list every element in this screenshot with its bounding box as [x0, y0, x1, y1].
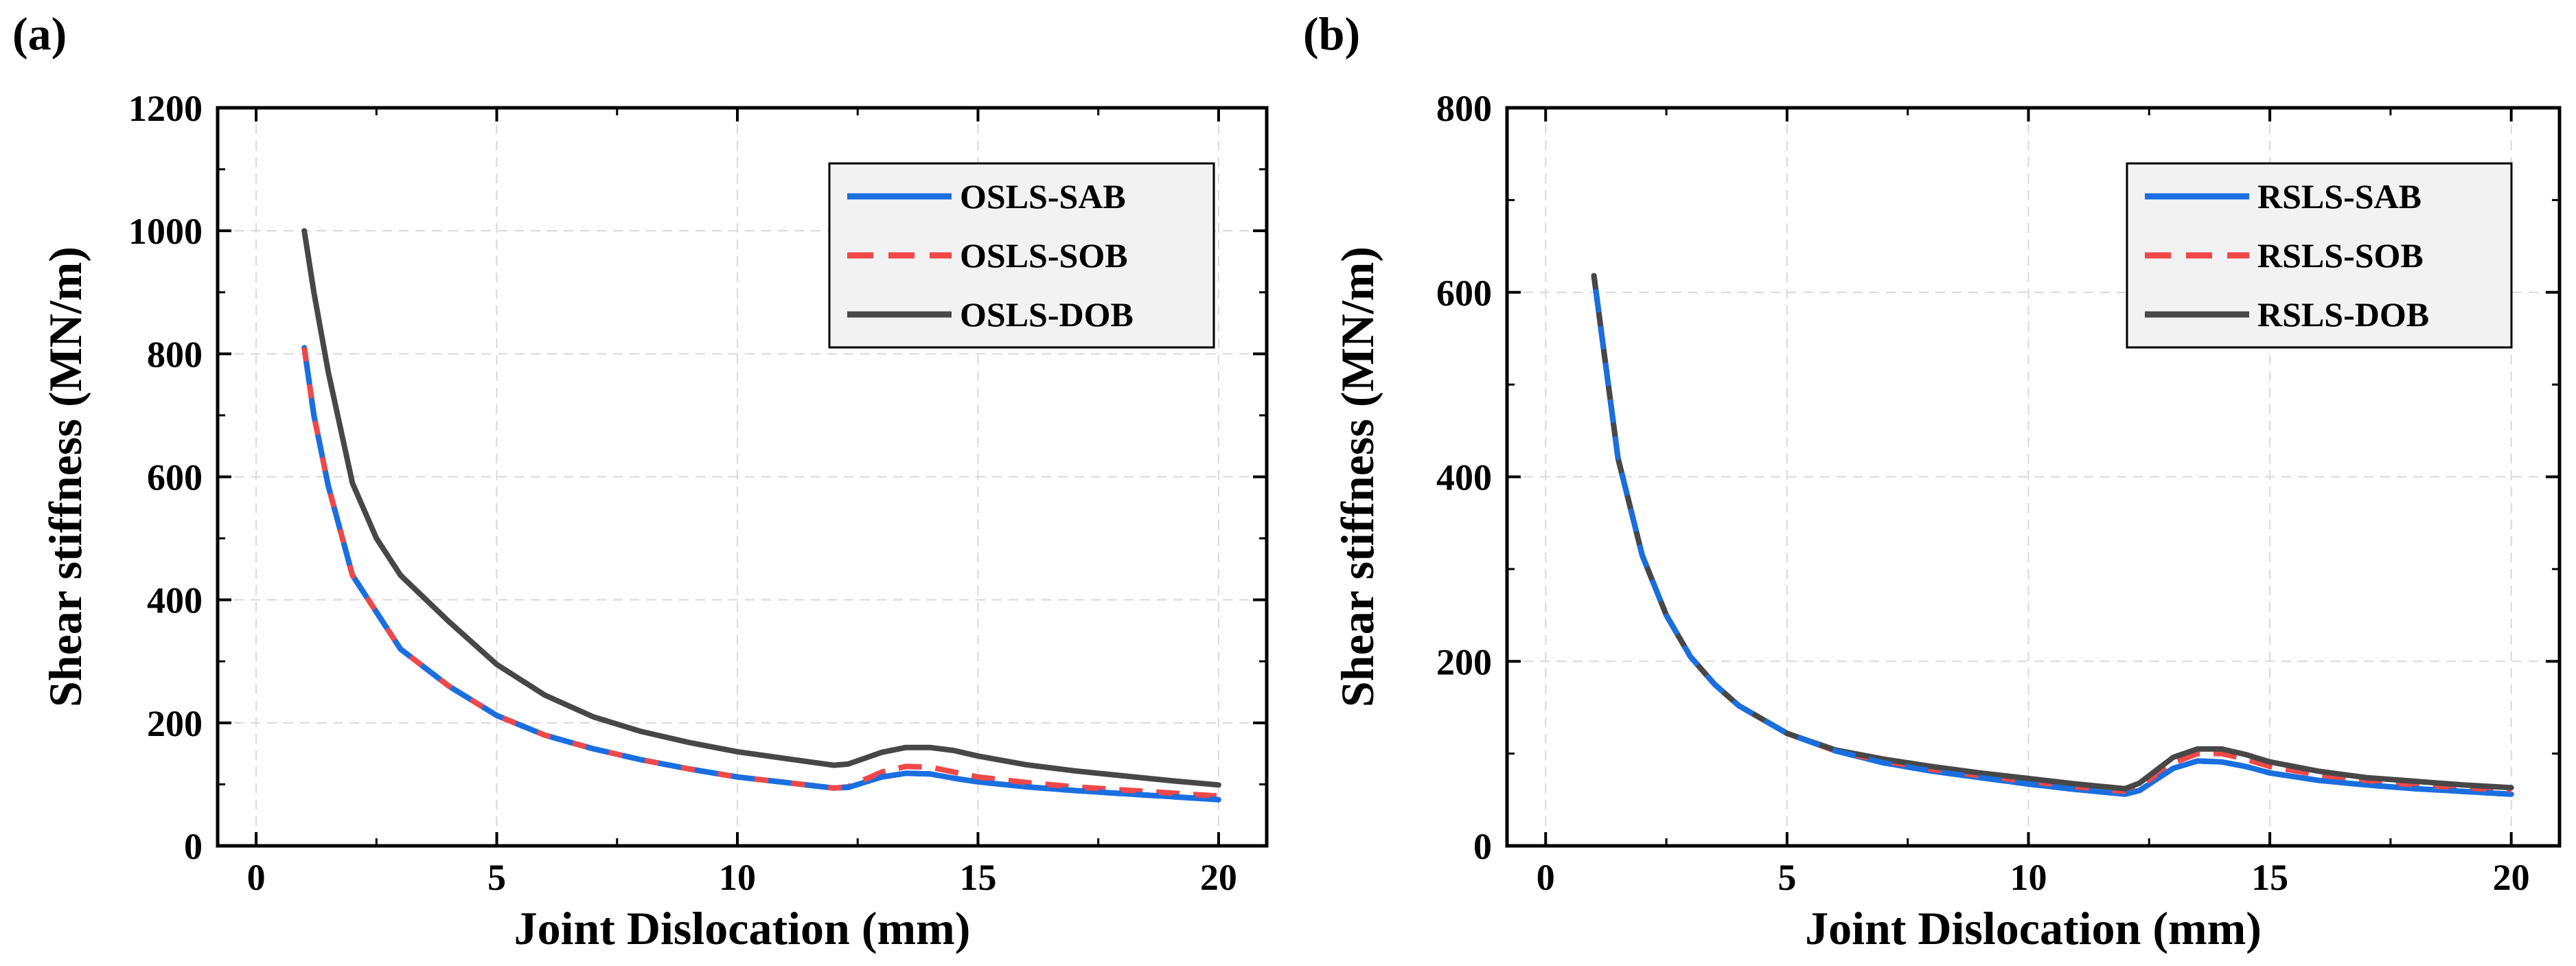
legend: OSLS-SAB OSLS-SOB OSLS-DOB: [828, 162, 1215, 349]
y-tick-label: 200: [147, 703, 203, 744]
y-tick-label: 800: [1436, 88, 1492, 129]
y-tick-label: 600: [1436, 273, 1492, 314]
y-tick-label: 1000: [128, 211, 203, 252]
x-tick-label: 20: [1200, 857, 1237, 898]
y-axis-title: Shear stiffness (MN/m): [39, 246, 91, 707]
x-axis-title: Joint Dislocation (mm): [514, 902, 971, 954]
x-tick-label: 0: [247, 857, 266, 898]
series-line-rsls-sab: [1591, 273, 2514, 797]
panel-label: (b): [1303, 8, 1360, 60]
x-tick-label: 20: [2493, 857, 2530, 898]
series-line-rsls-dob: [1591, 273, 2514, 792]
x-tick-label: 5: [1778, 857, 1796, 898]
x-tick-label: 10: [719, 857, 756, 898]
series-line-osls-dob: [301, 228, 1221, 788]
y-tick-label: 400: [147, 580, 203, 621]
panel-label: (a): [12, 8, 67, 60]
x-tick-label: 15: [2251, 857, 2288, 898]
y-tick-label: 0: [1473, 826, 1492, 867]
legend: RSLS-SAB RSLS-SOB RSLS-DOB: [2126, 162, 2513, 349]
y-tick-label: 1200: [128, 88, 203, 129]
x-tick-label: 5: [487, 857, 506, 898]
series-line-osls-sab: [301, 345, 1221, 803]
y-tick-label: 400: [1436, 457, 1492, 498]
legend-label: OSLS-DOB: [960, 295, 1134, 334]
y-tick-label: 0: [184, 826, 203, 867]
x-tick-label: 10: [2010, 857, 2047, 898]
y-tick-label: 200: [1436, 641, 1492, 682]
series-line-osls-sab-overlay: [301, 347, 1219, 803]
legend-label: RSLS-SAB: [2257, 177, 2422, 216]
x-axis-title: Joint Dislocation (mm): [1805, 902, 2262, 954]
series-line-osls-sob: [301, 347, 1219, 799]
y-tick-label: 800: [147, 334, 203, 375]
y-tick-label: 600: [147, 457, 203, 498]
y-axis-title: Shear stiffness (MN/m): [1331, 246, 1383, 707]
series-line-rsls-sob: [1591, 275, 2511, 794]
legend-label: OSLS-SAB: [960, 177, 1126, 216]
x-tick-label: 0: [1537, 857, 1555, 898]
x-tick-label: 15: [959, 857, 996, 898]
legend-label: OSLS-SOB: [960, 236, 1128, 275]
series-line-rsls-sab-overlay: [1591, 275, 2511, 797]
legend-label: RSLS-DOB: [2257, 295, 2429, 334]
legend-label: RSLS-SOB: [2257, 236, 2424, 275]
